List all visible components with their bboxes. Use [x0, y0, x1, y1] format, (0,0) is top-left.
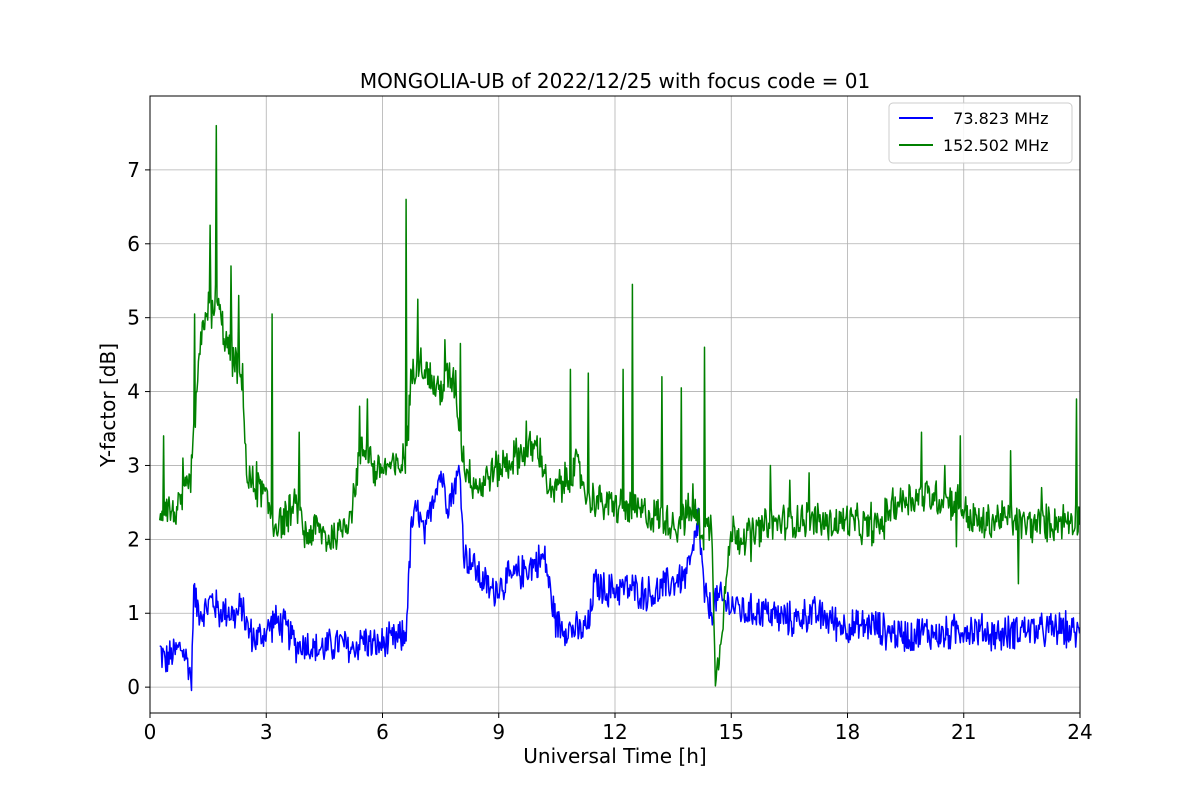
x-tick-label: 21: [951, 720, 976, 744]
y-tick-label: 4: [127, 380, 140, 404]
x-axis: 0 3 6 9 12 15 18 21 24: [144, 713, 1093, 744]
y-tick-label: 3: [127, 453, 140, 477]
y-axis: 0 1 2 3 4 5 6 7: [127, 158, 150, 699]
x-tick-label: 6: [376, 720, 389, 744]
x-tick-label: 0: [144, 720, 157, 744]
y-tick-label: 7: [127, 158, 140, 182]
x-tick-label: 24: [1067, 720, 1092, 744]
legend: 73.823 MHz 152.502 MHz: [888, 102, 1073, 164]
series-line-73-mhz: [159, 464, 1080, 692]
x-tick-label: 3: [260, 720, 273, 744]
y-tick-label: 2: [127, 527, 140, 551]
y-tick-label: 5: [127, 306, 140, 330]
series-line-152-mhz: [158, 124, 1080, 687]
chart-title: MONGOLIA-UB of 2022/12/25 with focus cod…: [360, 69, 870, 93]
x-tick-label: 15: [719, 720, 744, 744]
x-tick-label: 18: [835, 720, 860, 744]
y-tick-label: 0: [127, 675, 140, 699]
x-tick-label: 12: [602, 720, 627, 744]
y-tick-label: 1: [127, 601, 140, 625]
x-tick-label: 9: [492, 720, 505, 744]
legend-label-73-mhz: 73.823 MHz: [943, 109, 1048, 128]
y-tick-label: 6: [127, 232, 140, 256]
legend-label-152-mhz: 152.502 MHz: [943, 136, 1048, 155]
series-layer: [158, 124, 1080, 692]
y-axis-label: Y-factor [dB]: [96, 343, 120, 468]
x-axis-label: Universal Time [h]: [523, 744, 706, 768]
legend-box: [888, 102, 1073, 164]
